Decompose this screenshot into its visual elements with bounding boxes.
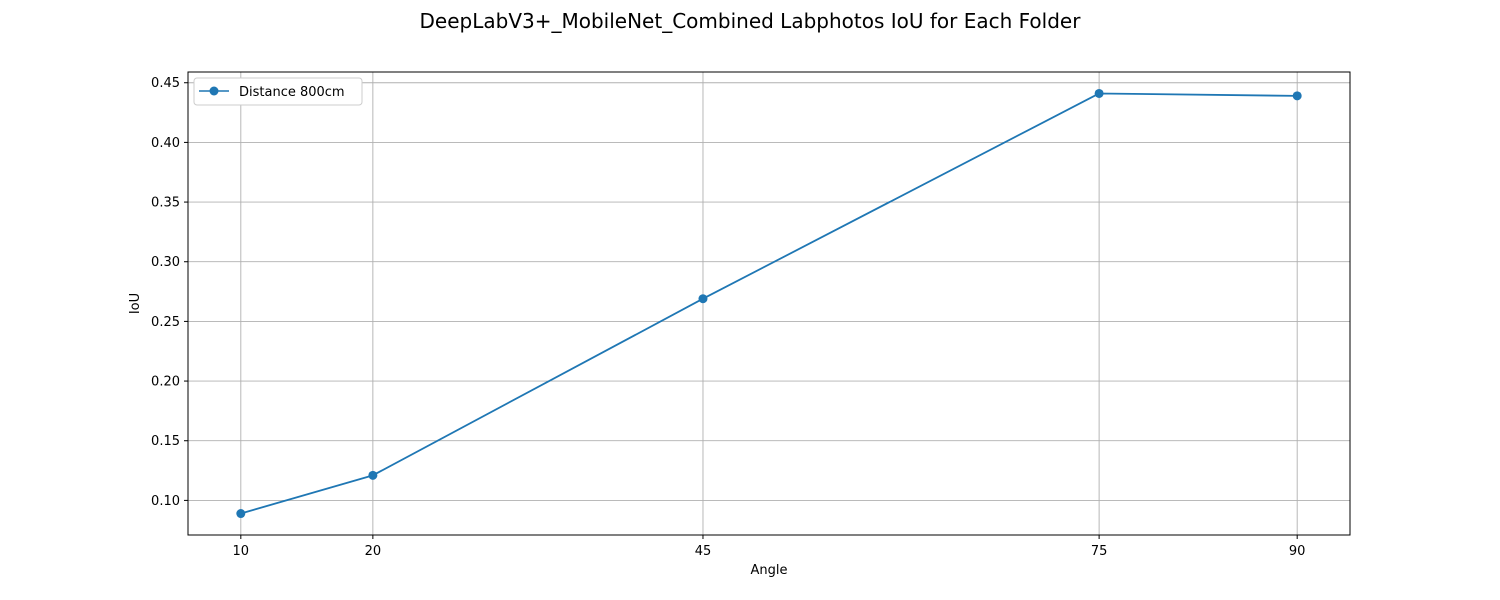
plot-frame (187, 71, 1351, 536)
y-tick-label: 0.20 (151, 375, 180, 390)
x-tick-label: 90 (1289, 544, 1306, 559)
legend-label: Distance 800cm (239, 85, 345, 100)
y-tick-label: 0.40 (151, 136, 180, 151)
y-axis: 0.10 0.15 0.20 0.25 0.30 0.35 0.40 0.45 (151, 76, 188, 509)
x-tick-label: 75 (1091, 544, 1108, 559)
data-point-marker (698, 294, 708, 304)
gridlines (188, 72, 1350, 535)
y-tick-label: 0.45 (151, 76, 180, 91)
legend-box (193, 77, 363, 106)
y-tick-label: 0.15 (151, 434, 180, 449)
x-tick-label: 20 (365, 544, 382, 559)
data-point-marker (1292, 91, 1302, 101)
legend: Distance 800cm (193, 77, 363, 106)
x-tick-label: 10 (233, 544, 250, 559)
plot-area (187, 71, 1351, 536)
data-point-marker (368, 470, 378, 480)
y-axis-label: IoU (128, 293, 143, 314)
y-tick-label: 0.10 (151, 494, 180, 509)
x-axis-label: Angle (751, 563, 788, 578)
y-tick-label: 0.35 (151, 196, 180, 211)
legend-marker-swatch (209, 86, 219, 96)
y-tick-label: 0.30 (151, 255, 180, 270)
x-axis: 10 20 45 75 90 (233, 535, 1306, 559)
data-point-marker (236, 509, 246, 519)
y-tick-label: 0.25 (151, 315, 180, 330)
data-point-marker (1094, 88, 1104, 98)
series-layer (236, 88, 1302, 519)
chart-title: DeepLabV3+_MobileNet_Combined Labphotos … (420, 9, 1082, 33)
x-tick-label: 45 (695, 544, 712, 559)
